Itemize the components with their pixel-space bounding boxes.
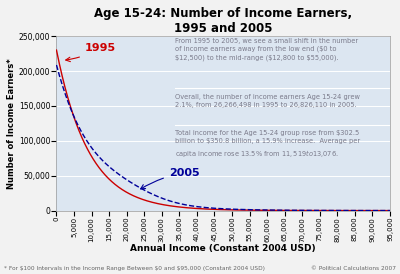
Text: 2005: 2005 [141,168,200,189]
Text: 1995: 1995 [66,44,116,62]
Text: * For $100 Intervals in the Income Range Between $0 and $95,000 (Constant 2004 U: * For $100 Intervals in the Income Range… [4,266,265,271]
X-axis label: Annual Income (Constant 2004 USD): Annual Income (Constant 2004 USD) [130,244,316,253]
Text: © Political Calculations 2007: © Political Calculations 2007 [311,266,396,271]
Text: Total income for the Age 15-24 group rose from $302.5
billion to $350.8 billion,: Total income for the Age 15-24 group ros… [175,130,360,159]
Text: Overall, the number of income earners Age 15-24 grew
2.1%, from 26,266,498 in 19: Overall, the number of income earners Ag… [175,94,360,108]
Y-axis label: Number of Income Earners*: Number of Income Earners* [7,58,16,189]
Text: From 1995 to 2005, we see a small shift in the number
of income earners away fro: From 1995 to 2005, we see a small shift … [175,38,358,61]
Title: Age 15-24: Number of Income Earners,
1995 and 2005: Age 15-24: Number of Income Earners, 199… [94,7,352,35]
